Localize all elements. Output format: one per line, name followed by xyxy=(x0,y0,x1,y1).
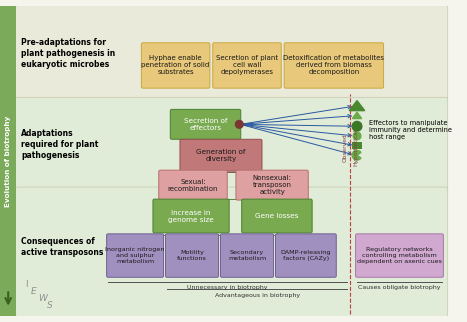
FancyBboxPatch shape xyxy=(170,109,241,139)
Text: Detoxification of metabolites
derived from biomass
decomposition: Detoxification of metabolites derived fr… xyxy=(283,55,384,75)
FancyBboxPatch shape xyxy=(15,187,448,316)
Text: Adaptations
required for plant
pathogenesis: Adaptations required for plant pathogene… xyxy=(21,129,99,160)
Text: Pre-adaptations for
plant pathogenesis in
eukaryotic microbes: Pre-adaptations for plant pathogenesis i… xyxy=(21,38,115,70)
Text: Secretion of plant
cell wall
depolymerases: Secretion of plant cell wall depolymeras… xyxy=(216,55,278,75)
Text: Unnecessary in biotrophy: Unnecessary in biotrophy xyxy=(187,286,268,290)
Text: Evolution of biotrophy: Evolution of biotrophy xyxy=(5,115,11,207)
FancyBboxPatch shape xyxy=(236,170,308,200)
Bar xyxy=(352,142,362,149)
Text: S: S xyxy=(47,301,53,310)
Polygon shape xyxy=(349,100,365,111)
FancyBboxPatch shape xyxy=(15,6,448,101)
Text: Hyphae enable
penetration of solid
substrates: Hyphae enable penetration of solid subst… xyxy=(142,55,210,75)
Text: W: W xyxy=(39,294,48,303)
FancyBboxPatch shape xyxy=(159,170,227,200)
Text: Advantageous in biotrophy: Advantageous in biotrophy xyxy=(215,293,300,298)
Text: Inorganic nitrogen
and sulphur
metabolism: Inorganic nitrogen and sulphur metabolis… xyxy=(106,247,165,264)
Text: I: I xyxy=(25,280,28,289)
Text: Motility
functions: Motility functions xyxy=(177,250,207,261)
Text: Consequences of
active transposons: Consequences of active transposons xyxy=(21,237,104,257)
Text: Secondary
metabolism: Secondary metabolism xyxy=(228,250,266,261)
FancyBboxPatch shape xyxy=(242,199,312,233)
Text: Gene losses: Gene losses xyxy=(255,213,299,219)
Text: Nonsexual:
transposon
activity: Nonsexual: transposon activity xyxy=(253,175,291,195)
Text: Causes obligate biotrophy: Causes obligate biotrophy xyxy=(358,286,441,290)
FancyBboxPatch shape xyxy=(213,43,281,88)
Circle shape xyxy=(353,132,361,140)
Circle shape xyxy=(352,121,362,131)
FancyBboxPatch shape xyxy=(180,139,262,171)
FancyBboxPatch shape xyxy=(355,234,443,277)
Text: E: E xyxy=(31,287,36,296)
FancyBboxPatch shape xyxy=(220,234,274,277)
Text: Secretion of
effectors: Secretion of effectors xyxy=(184,118,227,131)
FancyBboxPatch shape xyxy=(276,234,336,277)
Text: Increase in
genome size: Increase in genome size xyxy=(168,210,214,223)
Circle shape xyxy=(235,120,243,128)
Wedge shape xyxy=(352,150,361,160)
FancyBboxPatch shape xyxy=(165,234,219,277)
Text: Generation of
diversity: Generation of diversity xyxy=(196,149,246,162)
FancyBboxPatch shape xyxy=(142,43,210,88)
Text: DAMP-releasing
factors (CAZy): DAMP-releasing factors (CAZy) xyxy=(281,250,331,261)
Text: Effectors to manipulate
immunity and determine
host range: Effectors to manipulate immunity and det… xyxy=(368,120,452,140)
Text: Observed: Observed xyxy=(342,133,347,162)
Text: Sexual:
recombination: Sexual: recombination xyxy=(168,179,218,192)
Bar xyxy=(0,6,16,316)
FancyBboxPatch shape xyxy=(106,234,163,277)
FancyBboxPatch shape xyxy=(15,97,448,193)
Text: Hypothetical: Hypothetical xyxy=(353,129,358,166)
FancyBboxPatch shape xyxy=(284,43,383,88)
Polygon shape xyxy=(353,112,361,118)
Text: Regulatory networks
controlling metabolism
dependent on axenic cues: Regulatory networks controlling metaboli… xyxy=(357,247,442,264)
FancyBboxPatch shape xyxy=(153,199,229,233)
